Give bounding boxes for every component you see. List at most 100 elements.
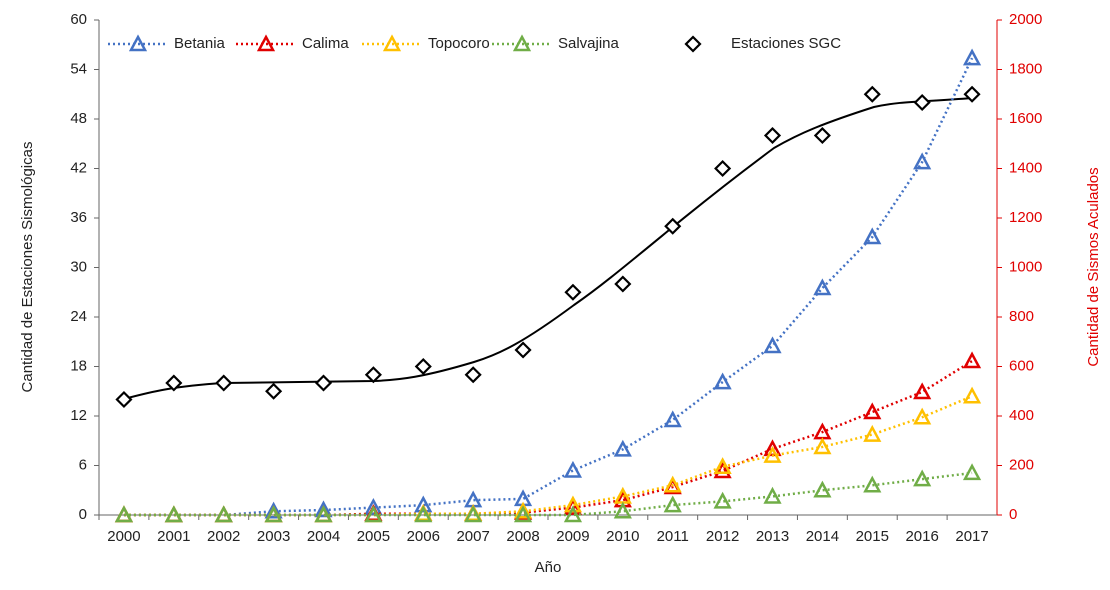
point [264,501,283,519]
point [863,424,882,442]
point [962,463,982,481]
x-tick-label: 2015 [856,528,889,545]
y2-tick-label: 1800 [1009,60,1042,77]
point [913,469,932,487]
point [364,505,383,523]
y-tick-label: 54 [70,60,87,77]
point [713,461,732,479]
point [863,402,882,420]
x-tick-label: 2016 [905,528,938,545]
point [613,439,632,457]
point [513,501,533,519]
point [663,495,682,513]
legend-marker [256,34,276,52]
point [813,437,832,455]
point [863,227,882,245]
point [714,159,732,178]
point [763,336,782,354]
point [663,475,682,493]
point [464,366,482,384]
point [464,505,483,523]
series-line [123,359,973,517]
legend-label: Betania [174,35,226,52]
y2-tick-label: 800 [1009,308,1034,325]
point [314,500,333,518]
point [963,85,981,103]
trend-line [123,97,973,400]
x-tick-label: 2012 [706,528,739,545]
x-tick-label: 2013 [756,528,789,545]
point [314,505,333,523]
x-tick-label: 2008 [506,528,539,545]
legend-marker [382,34,402,52]
point [164,505,183,523]
point [913,152,932,170]
point [364,497,383,515]
y2-tick-label: 1600 [1009,110,1042,127]
x-tick-label: 2000 [107,528,140,545]
point [962,386,982,404]
point [563,505,583,523]
y-tick-label: 0 [79,506,87,523]
x-tick-label: 2009 [556,528,589,545]
point [314,374,333,392]
point [763,445,782,463]
y2-tick-label: 0 [1009,506,1017,523]
point [264,505,283,523]
point [414,495,433,513]
y2-tick-label: 400 [1009,407,1034,424]
point [563,495,583,513]
x-tick-label: 2004 [307,528,340,545]
point [265,382,283,400]
y2-tick-label: 200 [1009,456,1034,473]
legend-marker [512,34,532,52]
y-tick-label: 48 [70,110,87,127]
point [165,374,183,392]
point [713,372,732,390]
y-tick-label: 24 [70,308,87,325]
y2-tick-label: 2000 [1009,11,1042,28]
x-tick-label: 2005 [357,528,390,545]
y2-tick-label: 1200 [1009,209,1042,226]
series-line [123,395,973,517]
x-tick-label: 2003 [257,528,290,545]
y-tick-label: 30 [70,258,87,275]
point [663,410,682,428]
legend-marker [684,35,702,53]
point [215,374,233,392]
point [364,366,382,384]
y-tick-label: 42 [70,159,87,176]
point [913,93,931,112]
point [813,126,831,145]
y-tick-label: 60 [70,11,87,28]
series-line [123,57,974,517]
point [514,341,532,359]
point [863,85,881,103]
point [863,475,882,493]
x-tick-label: 2011 [657,528,689,545]
y-tick-label: 36 [70,209,87,226]
y-tick-label: 6 [79,456,87,473]
y2-tick-label: 1400 [1009,159,1042,176]
point [564,283,582,301]
point [114,505,134,523]
point [613,501,632,519]
y2-tick-label: 1000 [1009,258,1042,275]
legend-label: Estaciones SGC [731,35,841,52]
point [763,486,782,504]
x-tick-label: 2002 [207,528,240,545]
point [513,505,533,523]
x-axis-title: Año [535,559,562,576]
y-axis-title: Cantidad de Estaciones Sismológicas [19,142,36,393]
legend-marker [128,34,148,52]
point [763,126,782,145]
point [664,217,682,235]
point [962,351,982,369]
point [962,48,982,66]
point [614,275,632,293]
point [813,278,832,296]
point [214,505,233,523]
y-tick-label: 12 [70,407,87,424]
legend-label: Topocoro [428,35,490,52]
